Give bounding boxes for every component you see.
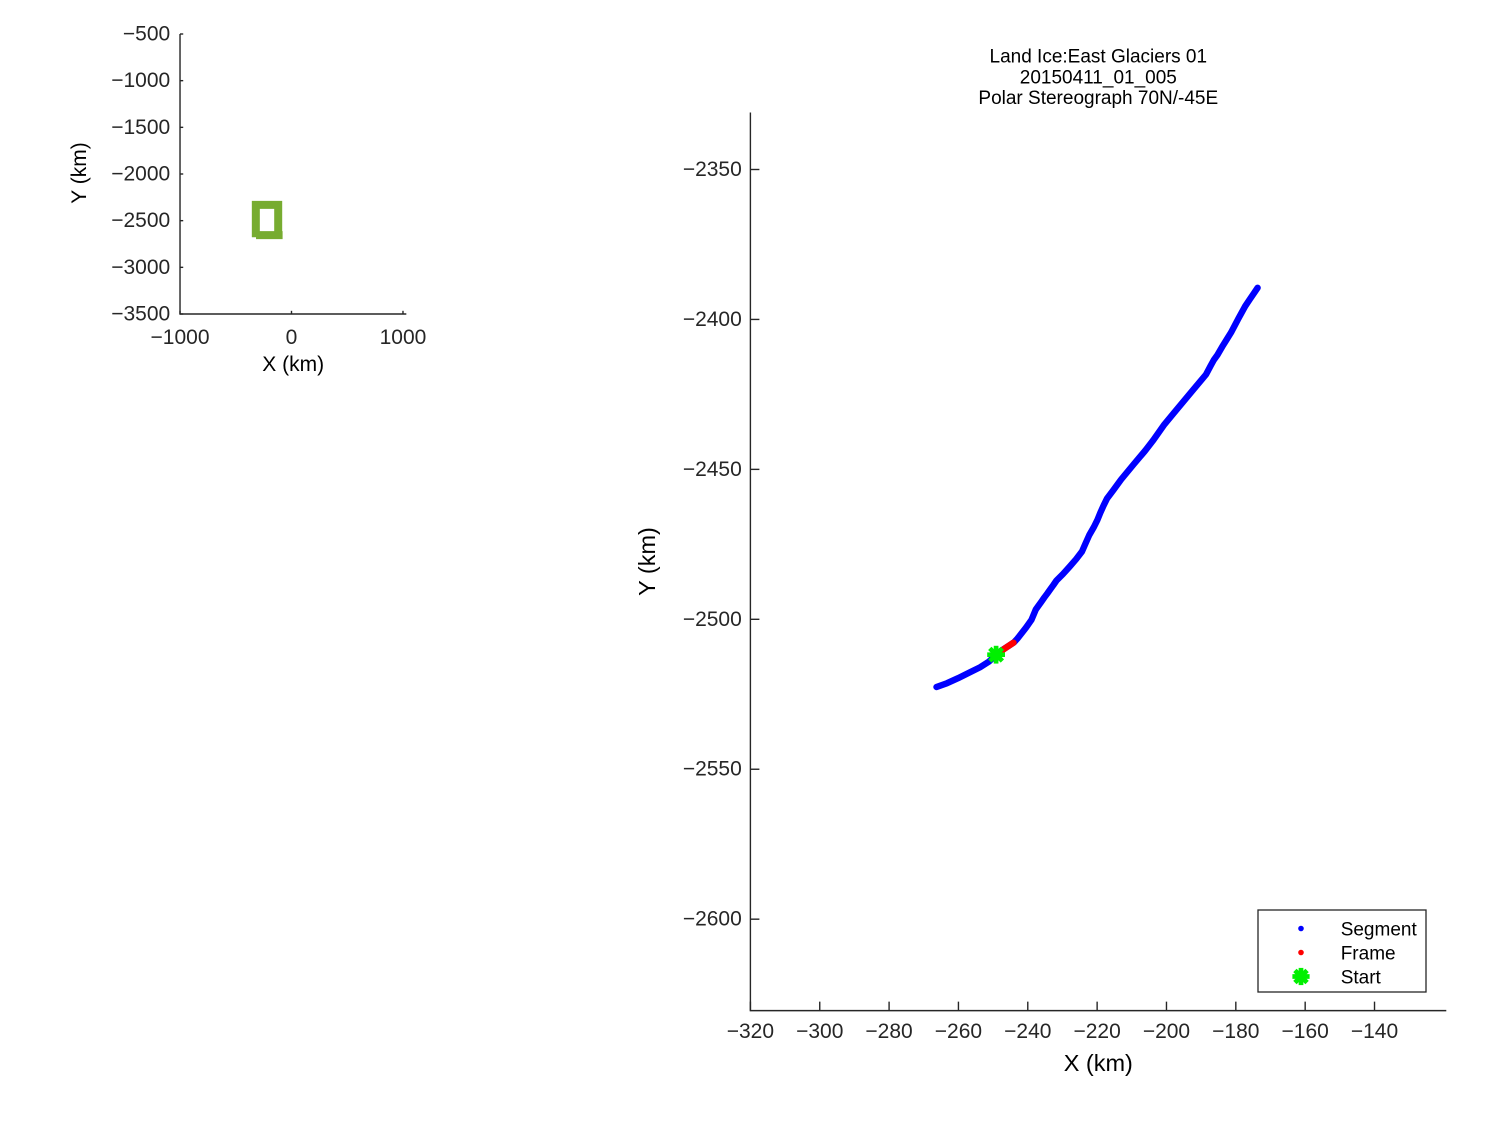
y-tick-label: −3000 — [111, 256, 170, 279]
x-tick-label: −280 — [865, 1020, 912, 1043]
legend-marker-frame — [1298, 949, 1304, 956]
y-tick-label: −2550 — [683, 758, 742, 781]
x-tick-label: 1000 — [380, 326, 427, 349]
overview-view-box-marker — [251, 200, 283, 240]
legend-label-start: Start — [1341, 967, 1382, 988]
mn-spine — [749, 112, 1447, 1012]
legend-markers — [1292, 925, 1310, 986]
y-tick-label: −2400 — [683, 308, 742, 331]
legend-marker-start — [1292, 967, 1310, 986]
main-axis-spines — [749, 112, 1447, 1012]
frame-track-line — [999, 639, 1017, 654]
legend: Segment Frame Start — [1257, 909, 1427, 993]
start-marker — [987, 645, 1005, 664]
main-ylabel: Y (km) — [634, 527, 660, 596]
legend-marker-segment — [1298, 925, 1304, 932]
x-tick-label: −180 — [1212, 1020, 1259, 1043]
legend-label-frame: Frame — [1341, 943, 1396, 964]
overview-axes: −1000 0 1000 −500 −1000 −1500 −2000 −2500 −3000 −… — [68, 23, 426, 377]
x-tick-label: −260 — [935, 1020, 982, 1043]
y-tick-label: −2450 — [683, 458, 742, 481]
x-tick-label: −300 — [796, 1020, 843, 1043]
y-tick-label: −2600 — [683, 908, 742, 931]
x-tick-label: −200 — [1143, 1020, 1190, 1043]
overview-tick-labels: −1000 0 1000 −500 −1000 −1500 −2000 −2500 −3000 −… — [111, 23, 426, 349]
y-tick-label: −2000 — [111, 162, 170, 185]
x-tick-label: −140 — [1351, 1020, 1398, 1043]
y-tick-label: −1000 — [111, 69, 170, 92]
x-tick-label: −320 — [727, 1020, 774, 1043]
main-tick-labels: −320 −300 −280 −260 −240 −220 −200 −180 −160 −140… — [683, 158, 1398, 1043]
chart-title-line-2: 20150411_01_005 — [1020, 67, 1177, 88]
chart-title-line-3: Polar Stereograph 70N/-45E — [978, 88, 1218, 109]
y-tick-label: −1500 — [111, 116, 170, 139]
chart-title-line-1: Land Ice:East Glaciers 01 — [990, 47, 1208, 68]
y-tick-label: −2500 — [683, 608, 742, 631]
main-axis-ticks — [749, 168, 1376, 1011]
overview-xlabel: X (km) — [262, 353, 324, 376]
x-tick-label: −160 — [1282, 1020, 1329, 1043]
x-tick-label: 0 — [286, 326, 298, 349]
x-tick-label: −1000 — [151, 326, 210, 349]
ov-spine — [179, 34, 407, 315]
y-tick-label: −500 — [123, 23, 170, 46]
overview-axis-spines — [179, 34, 407, 315]
y-tick-label: −3500 — [111, 302, 170, 325]
chart-title: Land Ice:East Glaciers 01 20150411_01_00… — [978, 47, 1218, 109]
legend-label-segment: Segment — [1341, 919, 1418, 940]
star-arm — [1293, 968, 1309, 985]
overview-ylabel: Y (km) — [68, 142, 91, 203]
x-tick-label: −240 — [1004, 1020, 1051, 1043]
y-tick-label: −2500 — [111, 209, 170, 232]
star-arm — [988, 646, 1005, 663]
y-tick-label: −2350 — [683, 158, 742, 181]
view-box-outline — [251, 200, 283, 238]
overview-axis-ticks — [179, 33, 404, 315]
main-axes: −320 −300 −280 −260 −240 −220 −200 −180 −160 −140… — [634, 47, 1447, 1076]
main-data-series — [933, 284, 1261, 691]
main-xlabel: X (km) — [1064, 1050, 1133, 1076]
x-tick-label: −220 — [1073, 1020, 1120, 1043]
legend-box — [1257, 909, 1427, 993]
segment-track-line — [933, 284, 1261, 691]
